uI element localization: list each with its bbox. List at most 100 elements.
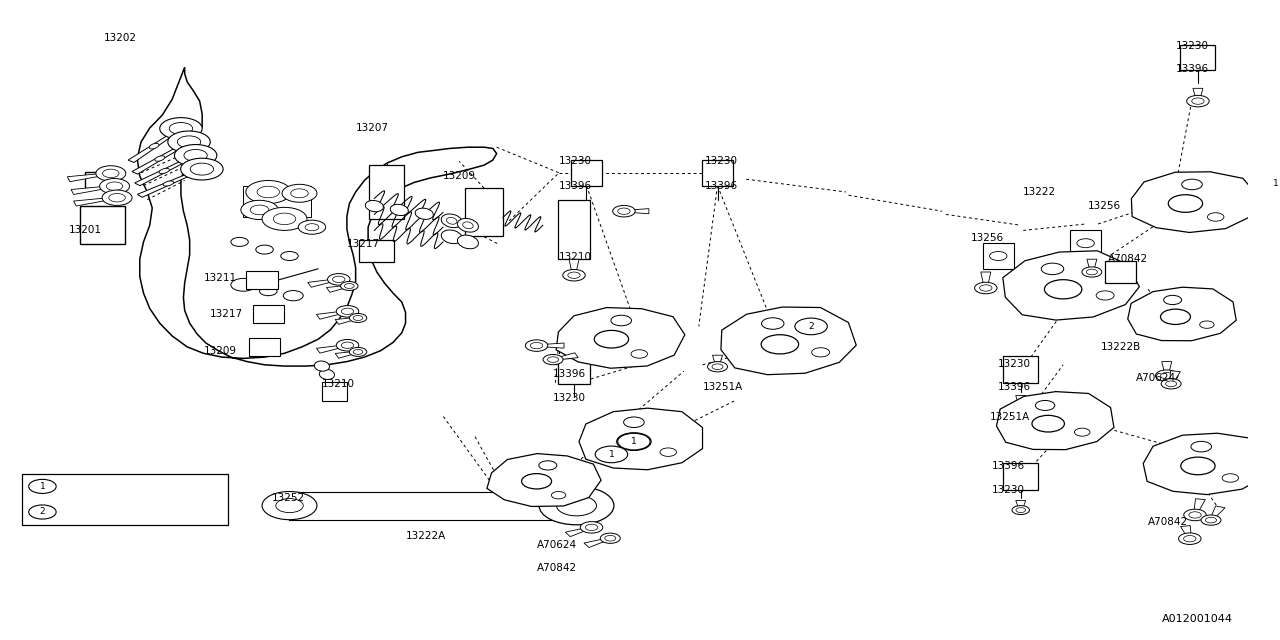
Circle shape: [1036, 401, 1055, 410]
Text: 13209: 13209: [443, 171, 476, 181]
Circle shape: [989, 252, 1007, 260]
Circle shape: [273, 213, 296, 225]
Bar: [360, 239, 394, 262]
Circle shape: [568, 272, 580, 278]
Circle shape: [256, 245, 273, 254]
Text: 2: 2: [40, 508, 45, 516]
Ellipse shape: [315, 361, 329, 371]
Polygon shape: [1210, 506, 1225, 520]
Text: 13209: 13209: [204, 346, 237, 356]
Text: 13211: 13211: [204, 273, 237, 284]
Circle shape: [552, 492, 566, 499]
Polygon shape: [486, 454, 602, 506]
Circle shape: [109, 193, 125, 202]
Text: 1: 1: [40, 482, 45, 491]
Polygon shape: [980, 272, 991, 288]
Bar: [1004, 356, 1038, 383]
Circle shape: [342, 308, 353, 314]
Polygon shape: [335, 317, 358, 324]
Bar: [248, 338, 280, 356]
Bar: [701, 160, 733, 186]
Circle shape: [262, 207, 307, 230]
Circle shape: [230, 278, 256, 291]
Polygon shape: [1193, 88, 1203, 101]
Polygon shape: [1143, 433, 1268, 495]
Circle shape: [280, 252, 298, 260]
Text: A70842: A70842: [1148, 516, 1188, 527]
Ellipse shape: [447, 218, 457, 224]
Circle shape: [1199, 321, 1213, 328]
Polygon shape: [68, 173, 111, 182]
Circle shape: [106, 182, 123, 191]
Circle shape: [168, 131, 210, 153]
Bar: [466, 189, 503, 236]
Polygon shape: [1016, 500, 1025, 510]
Circle shape: [174, 145, 216, 166]
Polygon shape: [72, 186, 115, 195]
Circle shape: [260, 287, 276, 296]
Circle shape: [623, 417, 644, 428]
Circle shape: [1180, 457, 1215, 475]
Circle shape: [539, 461, 557, 470]
Polygon shape: [570, 259, 579, 275]
Text: 13251*B: 13251*B: [73, 507, 118, 517]
Circle shape: [539, 486, 614, 525]
Circle shape: [333, 276, 344, 282]
Text: 13230: 13230: [559, 156, 593, 166]
Circle shape: [160, 118, 202, 140]
Circle shape: [557, 495, 596, 516]
Text: 2: 2: [808, 322, 814, 331]
Bar: [1180, 45, 1216, 70]
Circle shape: [1076, 239, 1094, 248]
Bar: [247, 271, 278, 289]
Circle shape: [1011, 402, 1030, 412]
Polygon shape: [579, 408, 703, 470]
Text: 13251A: 13251A: [989, 412, 1030, 422]
Polygon shape: [1170, 371, 1180, 384]
Circle shape: [241, 200, 278, 220]
Text: A70624: A70624: [1135, 372, 1175, 383]
Circle shape: [1260, 175, 1280, 191]
Circle shape: [595, 446, 627, 463]
Circle shape: [1190, 442, 1211, 452]
Bar: [323, 382, 347, 401]
Circle shape: [585, 524, 598, 531]
Text: 13202: 13202: [104, 33, 137, 44]
Circle shape: [283, 291, 303, 301]
Polygon shape: [335, 351, 358, 358]
Polygon shape: [73, 197, 118, 206]
Circle shape: [1082, 267, 1102, 277]
Circle shape: [1192, 98, 1204, 104]
Circle shape: [1074, 428, 1091, 436]
Circle shape: [611, 316, 631, 326]
Circle shape: [563, 269, 585, 281]
Circle shape: [342, 342, 353, 348]
Circle shape: [178, 136, 201, 148]
Circle shape: [618, 208, 630, 214]
Circle shape: [1012, 506, 1029, 515]
Circle shape: [1161, 309, 1190, 324]
Circle shape: [328, 273, 349, 285]
Text: 13230: 13230: [553, 393, 586, 403]
Ellipse shape: [457, 235, 479, 249]
Ellipse shape: [319, 369, 334, 380]
Circle shape: [102, 169, 119, 178]
Circle shape: [344, 284, 355, 289]
Polygon shape: [134, 155, 197, 186]
Bar: [23, 474, 228, 525]
Circle shape: [337, 339, 358, 351]
Circle shape: [1161, 372, 1172, 379]
Circle shape: [169, 122, 192, 134]
Circle shape: [262, 492, 317, 520]
Polygon shape: [137, 67, 497, 366]
Circle shape: [1041, 263, 1064, 275]
Polygon shape: [713, 355, 722, 367]
Text: 13222B: 13222B: [1101, 342, 1140, 352]
Bar: [252, 305, 284, 323]
Circle shape: [812, 348, 829, 357]
Polygon shape: [553, 353, 579, 360]
Circle shape: [349, 348, 367, 356]
Text: 13256: 13256: [1088, 201, 1121, 211]
Polygon shape: [1162, 362, 1171, 376]
Circle shape: [282, 184, 317, 202]
